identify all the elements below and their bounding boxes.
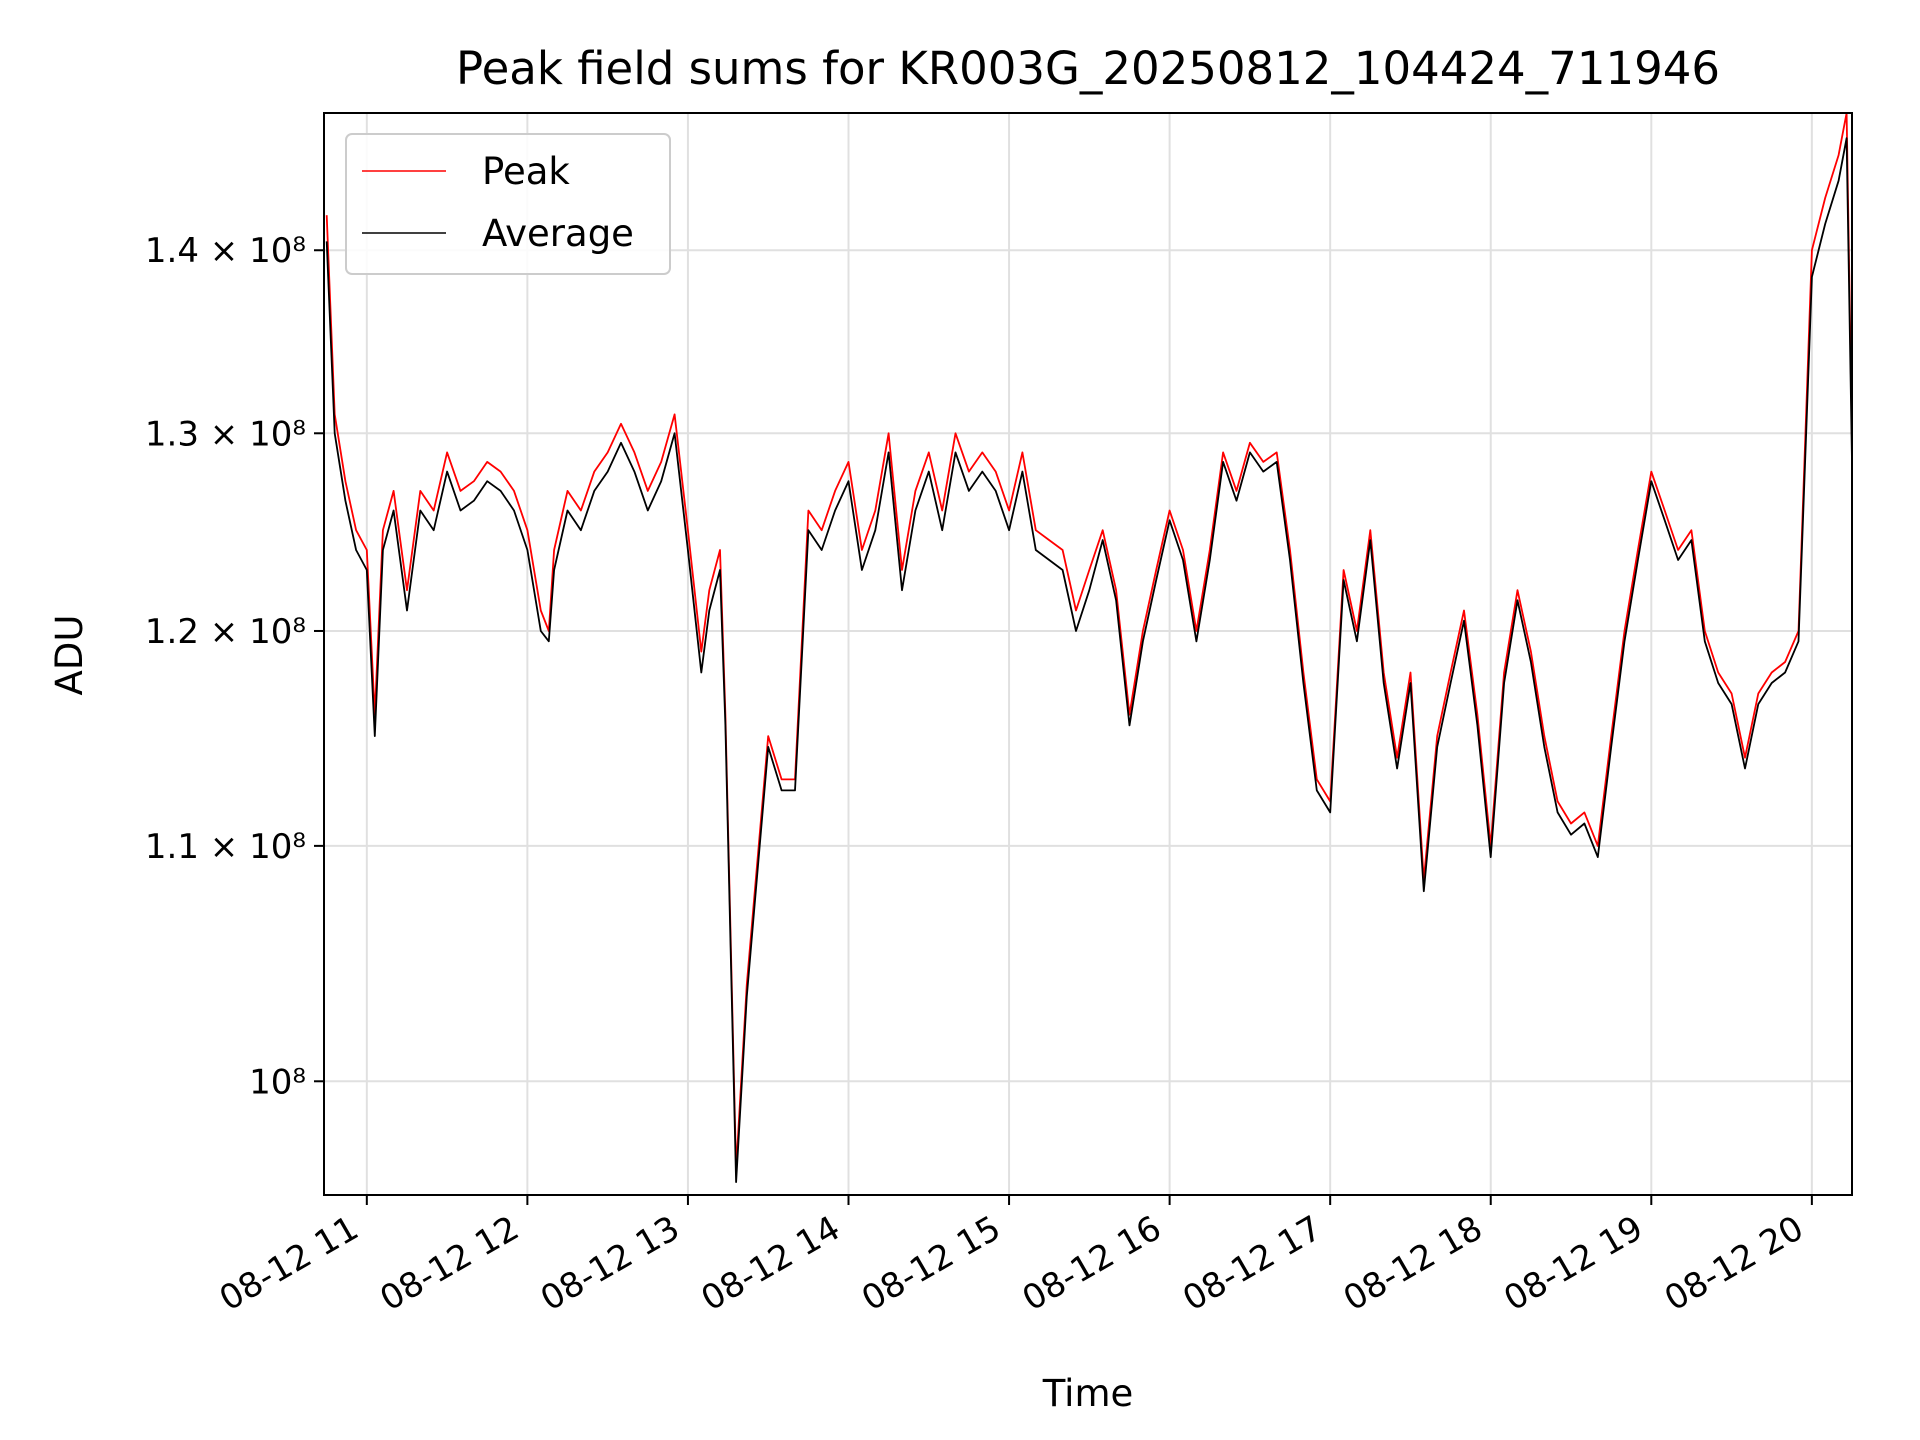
series-line-average — [325, 137, 1853, 1183]
legend-label-peak: Peak — [482, 150, 570, 193]
series-line-peak — [325, 112, 1853, 1171]
grid — [324, 113, 1852, 1195]
plot-frame — [323, 112, 1853, 1196]
legend-box — [345, 133, 671, 275]
y-axis-label: ADU — [48, 615, 91, 696]
legend-label-average: Average — [482, 212, 634, 255]
y-tick-label: 1.4 × 10⁸ — [145, 231, 306, 271]
y-tick-label: 1.1 × 10⁸ — [145, 827, 306, 867]
y-tick-label: 1.3 × 10⁸ — [145, 414, 306, 454]
y-tick-label: 1.2 × 10⁸ — [145, 612, 306, 652]
legend: Peak Average — [345, 133, 671, 275]
y-ticks: 10⁸ 1.1 × 10⁸ 1.2 × 10⁸ 1.3 × 10⁸ 1.4 × 10⁸ — [145, 231, 324, 1102]
x-axis-label: Time — [1042, 1372, 1134, 1415]
series-layer — [325, 112, 1853, 1183]
chart-title: Peak field sums for KR003G_20250812_1044… — [456, 42, 1720, 95]
y-tick-label: 10⁸ — [249, 1062, 306, 1102]
